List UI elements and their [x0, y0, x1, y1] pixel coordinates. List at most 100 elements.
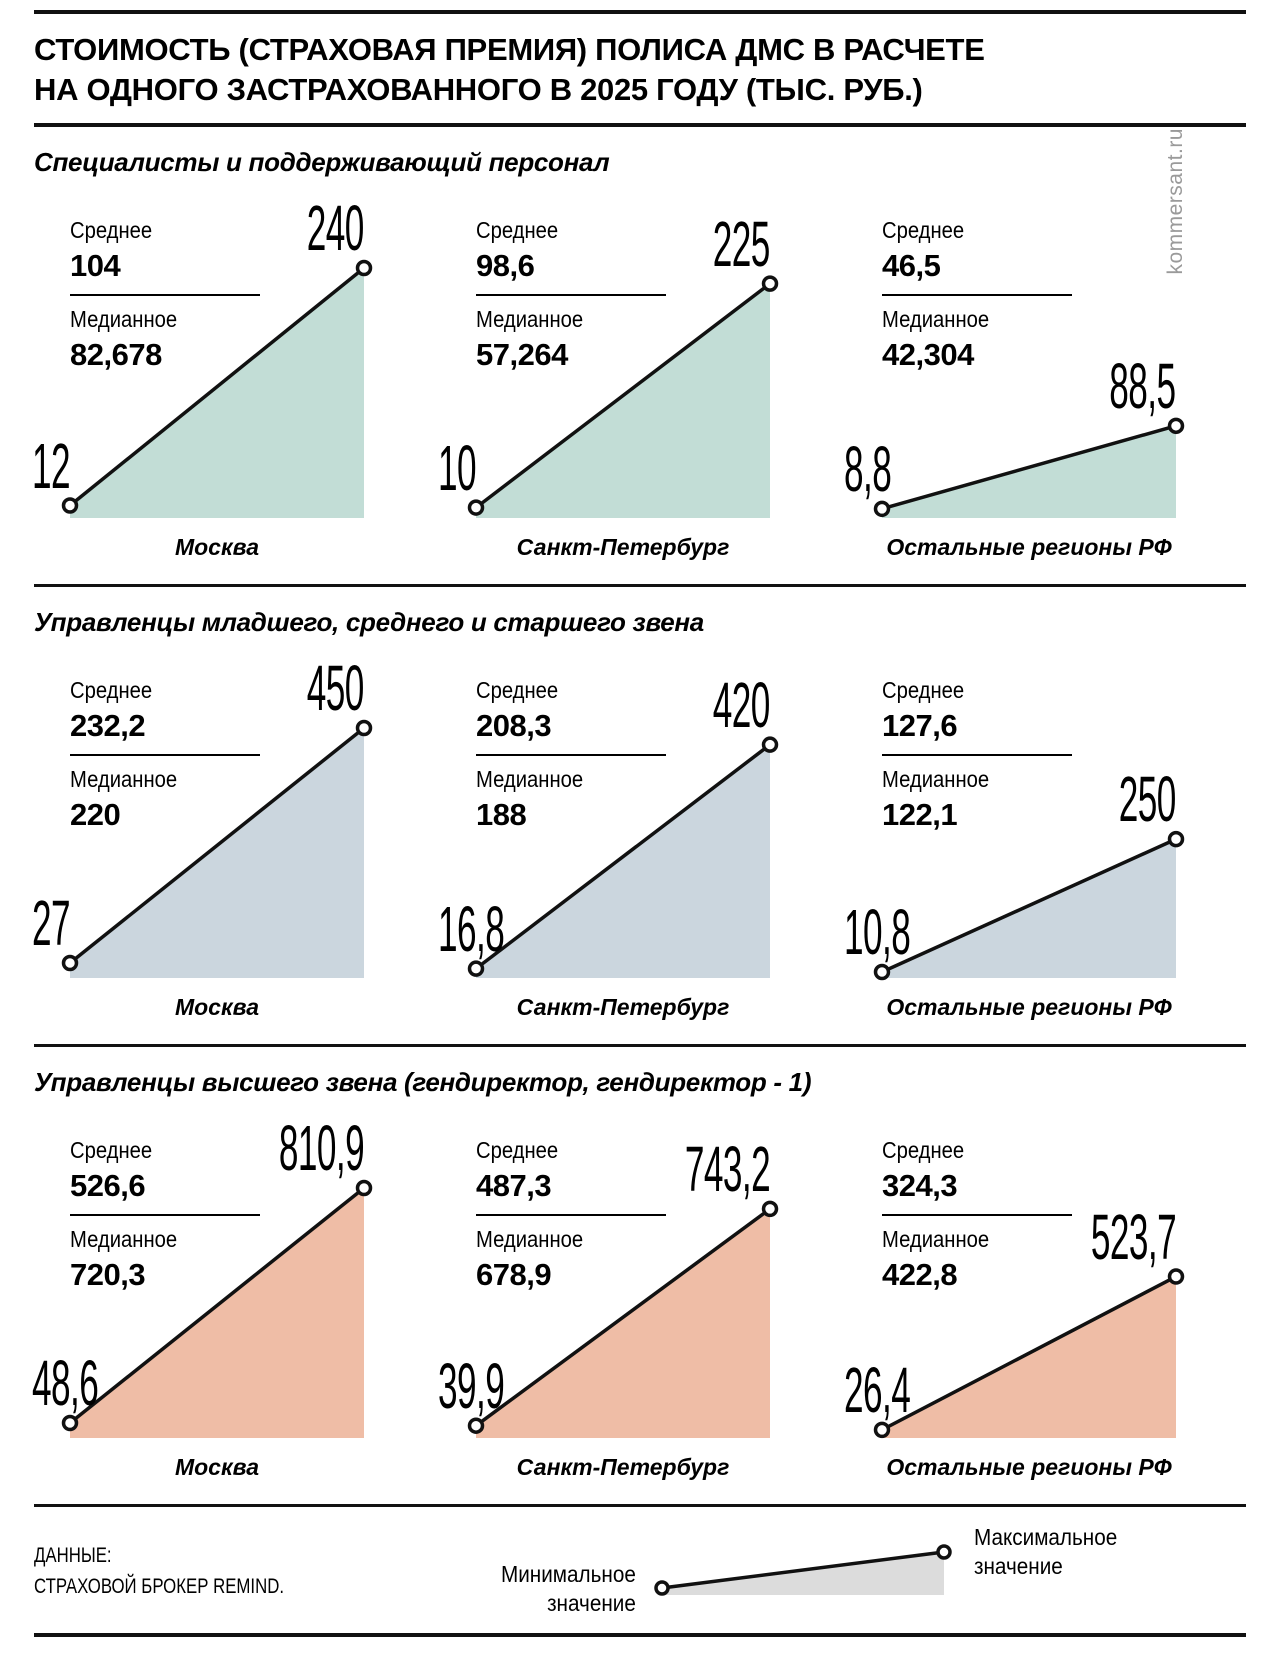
range-line: [881, 837, 1177, 974]
min-max-triangle-chart: [467, 275, 779, 519]
range-area: [70, 268, 364, 519]
region-label: Санкт-Петербург: [516, 534, 730, 561]
chart-moscow: Среднее 104 Медианное 82,678 12 240 Моск…: [32, 178, 376, 570]
legend-max-point: [936, 1544, 952, 1561]
region-label: Остальные регионы РФ: [886, 534, 1172, 561]
page-title-line1: СТОИМОСТЬ (СТРАХОВАЯ ПРЕМИЯ) ПОЛИСА ДМС …: [34, 32, 985, 67]
section-divider: [34, 1044, 1246, 1048]
min-value-label: 10: [438, 431, 477, 504]
max-value-label: 250: [1118, 763, 1177, 836]
max-point: [1167, 831, 1185, 848]
max-point: [1167, 417, 1185, 435]
min-point: [467, 1417, 485, 1435]
bottom-divider: [34, 1633, 1246, 1638]
chart-regions: Среднее 127,6 Медианное 122,1 10,8 250 О…: [844, 638, 1188, 1030]
region-label: Остальные регионы РФ: [886, 1454, 1172, 1481]
title-divider: [34, 123, 1246, 128]
data-source: ДАННЫЕ: СТРАХОВОЙ БРОКЕР REMIND.: [34, 1540, 378, 1603]
legend: Минимальное значение Максимальное значен…: [486, 1523, 1133, 1619]
legend-range-line: [661, 1550, 945, 1591]
min-value-label: 39,9: [438, 1349, 505, 1422]
max-value-label: 88,5: [1109, 349, 1177, 422]
max-point: [355, 1180, 373, 1197]
data-source-line2: СТРАХОВОЙ БРОКЕР REMIND.: [34, 1575, 285, 1599]
min-value-label: 27: [32, 887, 71, 960]
range-line: [474, 743, 772, 971]
chart-row: Среднее 526,6 Медианное 720,3 48,6 810,9…: [32, 1098, 1246, 1490]
min-max-triangle-chart: [61, 260, 373, 519]
max-point: [761, 736, 779, 754]
min-point: [467, 499, 485, 517]
range-area: [476, 745, 770, 979]
chart-row: Среднее 104 Медианное 82,678 12 240 Моск…: [32, 178, 1246, 570]
chart-moscow: Среднее 526,6 Медианное 720,3 48,6 810,9…: [32, 1098, 376, 1490]
min-point: [873, 1421, 891, 1439]
min-value-label: 26,4: [844, 1353, 911, 1426]
chart-spb: Среднее 487,3 Медианное 678,9 39,9 743,2…: [438, 1098, 782, 1490]
chart-row: Среднее 232,2 Медианное 220 27 450 Москв…: [32, 638, 1246, 1030]
page-title: СТОИМОСТЬ (СТРАХОВАЯ ПРЕМИЯ) ПОЛИСА ДМС …: [34, 30, 1246, 109]
region-label: Санкт-Петербург: [516, 1454, 730, 1481]
footer-divider: [34, 1504, 1246, 1508]
min-value-label: 8,8: [844, 432, 892, 505]
region-label: Остальные регионы РФ: [886, 994, 1172, 1021]
chart-regions: Среднее 46,5 Медианное 42,304 8,8 88,5 О…: [844, 178, 1188, 570]
max-value-label: 225: [712, 207, 771, 280]
min-max-triangle-chart: [467, 1200, 779, 1439]
min-max-triangle-chart: [873, 831, 1185, 981]
section-heading: Управленцы высшего звена (гендиректор, г…: [34, 1067, 812, 1098]
min-max-triangle-chart: [61, 720, 373, 979]
max-value-label: 240: [306, 192, 365, 265]
range-line: [68, 266, 366, 508]
max-value-label: 450: [306, 652, 365, 725]
region-label: Москва: [174, 1454, 260, 1481]
min-value-label: 48,6: [32, 1347, 99, 1420]
legend-max-label: Максимальное значение: [973, 1524, 1118, 1580]
max-value-label: 523,7: [1090, 1200, 1177, 1273]
range-line: [881, 424, 1177, 511]
range-line: [474, 1207, 772, 1428]
min-max-triangle-chart: [467, 736, 779, 979]
min-max-triangle-chart: [61, 1180, 373, 1439]
region-label: Москва: [174, 994, 260, 1021]
min-value-label: 16,8: [438, 892, 505, 965]
max-point: [761, 1200, 779, 1218]
range-area: [70, 728, 364, 979]
range-line: [68, 726, 366, 965]
min-value-label: 10,8: [844, 896, 911, 969]
min-value-label: 12: [32, 429, 71, 502]
range-area: [476, 1209, 770, 1439]
region-label: Москва: [174, 534, 260, 561]
max-point: [355, 260, 373, 277]
page-title-line2: НА ОДНОГО ЗАСТРАХОВАННОГО В 2025 ГОДУ (Т…: [34, 71, 923, 107]
range-area: [882, 426, 1176, 519]
min-max-triangle-chart: [873, 1268, 1185, 1439]
min-point: [61, 955, 79, 972]
max-point: [355, 720, 373, 737]
range-area: [476, 283, 770, 519]
chart-spb: Среднее 208,3 Медианное 188 16,8 420 Сан…: [438, 638, 782, 1030]
min-max-triangle-chart: [873, 417, 1185, 519]
range-line: [881, 1275, 1177, 1432]
max-point: [1167, 1268, 1185, 1286]
footer: ДАННЫЕ: СТРАХОВОЙ БРОКЕР REMIND. Минимал…: [34, 1507, 1246, 1633]
legend-min-label: Минимальное значение: [500, 1560, 636, 1616]
chart-regions: Среднее 324,3 Медианное 422,8 26,4 523,7…: [844, 1098, 1188, 1490]
chart-moscow: Среднее 232,2 Медианное 220 27 450 Москв…: [32, 638, 376, 1030]
range-area: [882, 1276, 1176, 1439]
range-area: [70, 1188, 364, 1439]
max-value-label: 420: [712, 668, 771, 741]
min-point: [61, 497, 79, 515]
region-label: Санкт-Петербург: [516, 994, 730, 1021]
chart-spb: Среднее 98,6 Медианное 57,264 10 225 Сан…: [438, 178, 782, 570]
min-point: [873, 500, 891, 518]
legend-min-point: [654, 1580, 670, 1597]
range-line: [474, 282, 772, 510]
section-heading: Специалисты и поддерживающий персонал: [34, 147, 610, 178]
range-line: [68, 1186, 366, 1425]
min-point: [61, 1415, 79, 1432]
max-value-label: 810,9: [278, 1112, 365, 1185]
min-point: [467, 960, 485, 978]
top-divider: [34, 10, 1246, 14]
